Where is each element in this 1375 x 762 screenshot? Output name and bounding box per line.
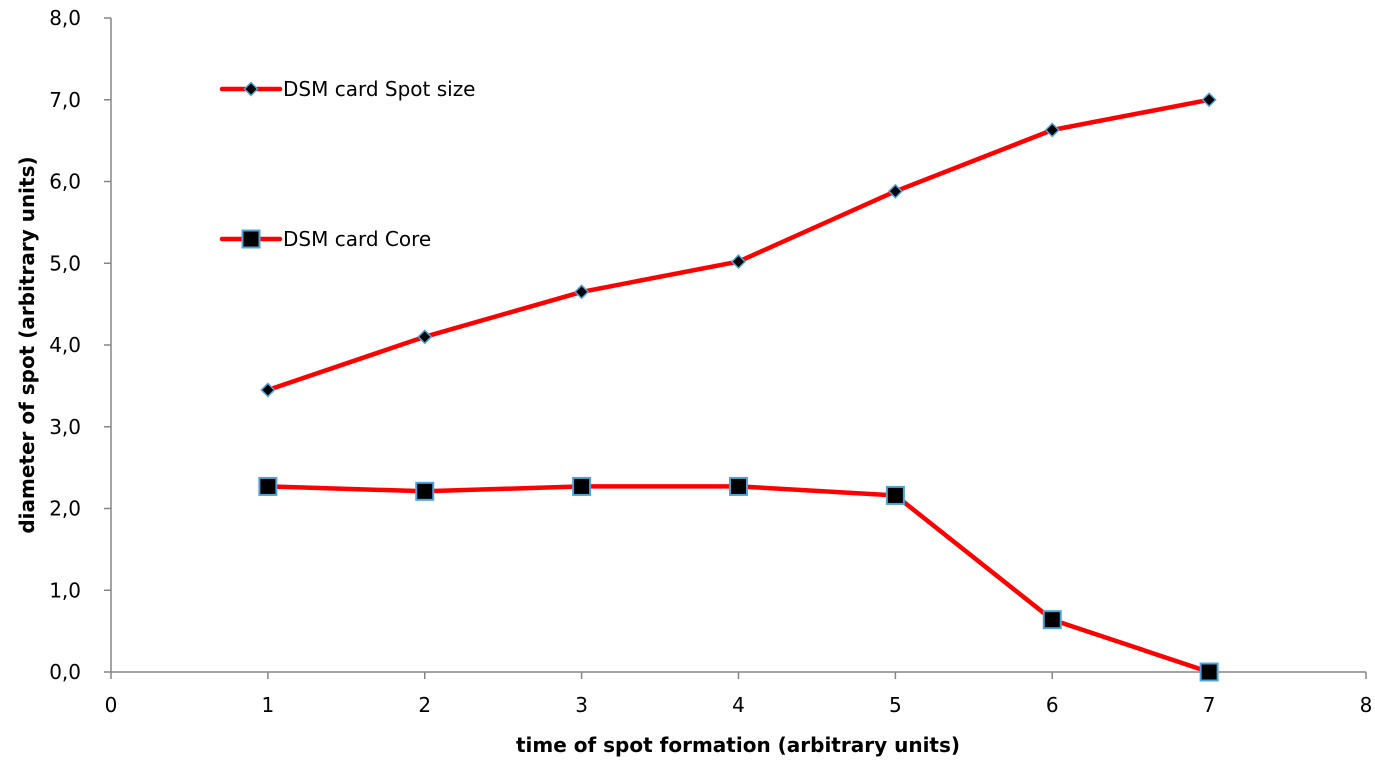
x-tick-label: 7 [1203, 693, 1216, 717]
data-point-diamond [417, 329, 433, 345]
legend: DSM card Spot size DSM card Core [219, 77, 476, 251]
series-layer [258, 92, 1219, 682]
series-line [265, 484, 1212, 675]
legend-label: DSM card Spot size [283, 77, 476, 101]
legend-label: DSM card Core [283, 227, 431, 251]
legend-marker-diamond [243, 81, 259, 97]
y-tick-label: 8,0 [49, 6, 81, 30]
legend-marker-square [241, 229, 261, 249]
data-point-diamond [887, 183, 903, 199]
data-point-diamond [1201, 92, 1217, 108]
x-tick-label: 3 [575, 693, 588, 717]
series-spot-size [260, 92, 1217, 398]
legend-item: DSM card Core [219, 227, 431, 251]
data-point-square [1042, 610, 1062, 630]
y-tick-label: 4,0 [49, 333, 81, 357]
x-tick-label: 6 [1046, 693, 1059, 717]
series-core [258, 476, 1219, 682]
y-tick-label: 2,0 [49, 497, 81, 521]
data-point-square [729, 476, 748, 496]
data-point-diamond [260, 382, 276, 398]
legend-item: DSM card Spot size [219, 77, 476, 101]
data-point-square [1199, 662, 1219, 682]
y-tick-label: 3,0 [49, 415, 81, 439]
data-point-square [258, 476, 278, 496]
y-tick-label: 6,0 [49, 170, 81, 194]
x-tick-label: 1 [262, 693, 275, 717]
x-tick-label: 4 [732, 693, 745, 717]
x-tick-label: 8 [1360, 693, 1373, 717]
y-axis-ticks: 0,0 1,0 2,0 3,0 4,0 5,0 6,0 7,0 8,0 [49, 6, 111, 684]
x-tick-label: 5 [889, 693, 902, 717]
data-point-square [885, 485, 905, 505]
data-point-diamond [730, 254, 747, 270]
x-tick-label: 2 [418, 693, 431, 717]
y-tick-label: 1,0 [49, 578, 81, 602]
data-point-diamond [574, 284, 590, 300]
axes [110, 18, 1366, 673]
x-tick-label: 0 [105, 693, 118, 717]
y-tick-label: 5,0 [49, 251, 81, 275]
x-axis-title: time of spot formation (arbitrary units) [516, 733, 960, 757]
data-point-diamond [1044, 122, 1060, 138]
data-point-square [572, 476, 592, 496]
y-tick-label: 0,0 [49, 660, 81, 684]
y-tick-label: 7,0 [49, 88, 81, 112]
y-axis-title: diameter of spot (arbitrary units) [15, 156, 39, 533]
x-axis-ticks: 0 1 2 3 4 5 6 7 8 [105, 672, 1373, 717]
data-point-square [415, 481, 435, 501]
